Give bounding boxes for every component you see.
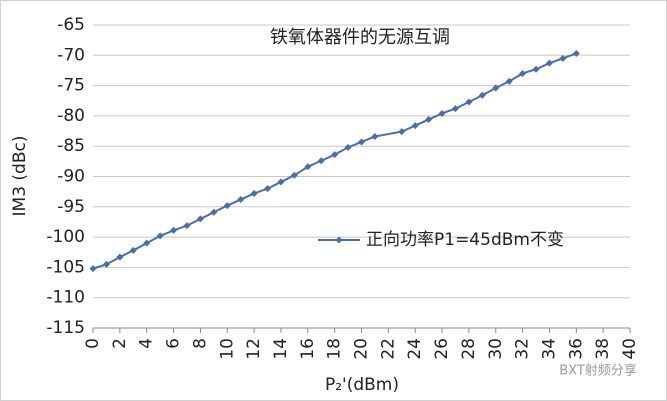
x-tick-label: 2 [110,338,130,349]
point [331,151,339,159]
point [237,196,245,204]
point [425,116,433,124]
y-tick-label: -80 [57,106,85,126]
point [183,222,191,230]
y-tick-label: -115 [46,318,85,338]
point [89,265,97,273]
point [196,215,204,223]
legend-marker [335,236,343,244]
point [532,65,540,73]
y-tick-label: -100 [46,227,85,247]
y-tick-label: -90 [57,167,85,187]
y-tick-label: -75 [57,76,85,96]
x-tick-label: 30 [486,338,506,360]
x-tick-label: 10 [217,338,237,360]
y-tick-label: -85 [57,136,85,156]
legend-label: 正向功率P1=45dBm不变 [366,230,564,250]
x-tick-label: 38 [593,338,613,360]
x-tick-label: 16 [298,338,318,360]
point [465,98,473,106]
y-tick-label: -65 [57,15,85,35]
point [492,84,500,92]
point [519,69,527,77]
point [317,157,325,165]
x-tick-label: 24 [405,338,425,360]
x-tick-label: 0 [83,338,103,349]
point [250,189,258,197]
x-tick-label: 36 [566,338,586,360]
point [358,138,365,146]
x-tick-label: 14 [271,338,291,360]
point [156,232,164,240]
point [438,109,446,117]
x-tick-label: 26 [432,338,452,360]
point [505,77,513,85]
point [290,171,298,179]
x-tick-label: 6 [164,338,184,349]
point [398,128,406,136]
point [371,133,379,141]
point [559,54,567,62]
point [411,122,419,130]
x-tick-label: 32 [513,338,533,360]
point [478,91,486,99]
y-tick-label: -95 [57,197,85,217]
point [572,49,580,57]
x-tick-label: 4 [137,338,157,349]
point [451,105,459,113]
point [223,202,231,210]
watermark: BXT射频分享 [559,363,637,379]
point [143,239,151,247]
x-tick-label: 34 [539,338,559,360]
point [129,246,137,254]
x-tick-label: 22 [378,338,398,360]
point [344,143,352,151]
x-tick-label: 18 [325,338,345,360]
point [277,178,285,186]
x-tick-label: 20 [352,338,372,360]
point [545,59,553,67]
chart-title: 铁氧体器件的无源互调 [270,27,450,48]
y-tick-label: -110 [46,288,85,308]
point [264,185,272,193]
y-tick-label: -105 [46,257,85,277]
point [116,253,124,261]
y-tick-label: -70 [57,45,85,65]
y-axis-label: IM3 (dBc) [10,136,30,217]
x-tick-label: 40 [620,338,640,360]
point [170,226,178,234]
point [210,208,218,216]
x-tick-label: 28 [459,338,479,360]
x-tick-label: 8 [190,338,210,349]
x-tick-label: 12 [244,338,264,360]
x-axis-label: P₂'(dBm) [325,375,399,395]
point [304,163,312,171]
point [102,260,110,268]
